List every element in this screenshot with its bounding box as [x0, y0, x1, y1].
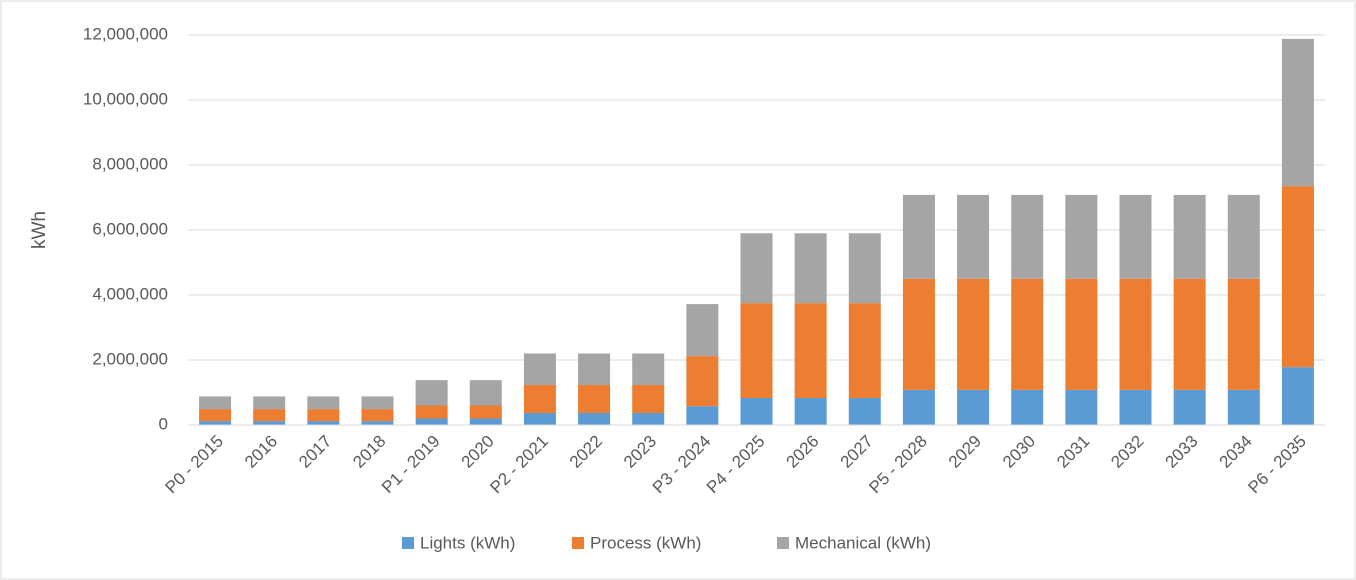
bar-segment [686, 356, 719, 407]
bar-segment [1011, 389, 1044, 425]
bar-segment [1281, 367, 1314, 425]
bar-segment [523, 353, 556, 386]
bar-segment [1011, 194, 1044, 279]
bar-segment [1119, 194, 1152, 279]
bar-segment [307, 396, 340, 410]
bar-segment [415, 418, 448, 425]
bar-segment [1119, 278, 1152, 390]
bar-segment [1281, 38, 1314, 187]
bar-segment [1173, 389, 1206, 425]
bar-segment [848, 303, 881, 399]
y-tick-label: 8,000,000 [92, 154, 168, 173]
bar-segment [199, 409, 232, 422]
bar-segment [794, 398, 827, 425]
bar-segment [361, 421, 394, 425]
bar-segment [578, 353, 611, 386]
bar-segment [1173, 194, 1206, 279]
legend-label: Process (kWh) [590, 533, 701, 552]
bar-segment [253, 409, 286, 422]
bar-segment [740, 303, 773, 399]
bar-segment [361, 396, 394, 410]
bar-segment [307, 421, 340, 425]
bar-segment [848, 398, 881, 425]
bar-segment [1119, 389, 1152, 425]
bar-segment [523, 385, 556, 413]
bar-segment [1065, 389, 1098, 425]
bar-segment [957, 389, 990, 425]
bar-segment [1281, 186, 1314, 368]
bar-segment [415, 380, 448, 406]
bar-segment [415, 405, 448, 419]
bar-segment [1011, 278, 1044, 390]
bar-segment [1227, 278, 1260, 390]
legend-swatch [402, 537, 414, 549]
bar-segment [1173, 278, 1206, 390]
bar-segment [253, 396, 286, 410]
y-axis-title: kWh [29, 211, 50, 249]
bar-segment [794, 303, 827, 399]
bar-segment [794, 233, 827, 304]
bar-segment [361, 409, 394, 422]
bar-segment [253, 421, 286, 425]
bar-segment [957, 278, 990, 390]
bar-segment [578, 412, 611, 425]
y-tick-label: 12,000,000 [83, 24, 168, 43]
bar-segment [686, 304, 719, 357]
bar-segment [632, 353, 665, 386]
bar-segment [902, 278, 935, 390]
legend-swatch [572, 537, 584, 549]
bar-segment [199, 421, 232, 425]
legend-label: Lights (kWh) [420, 533, 515, 552]
bar-segment [740, 398, 773, 425]
bar-segment [902, 194, 935, 279]
bar-segment [632, 412, 665, 425]
bar-segment [1227, 389, 1260, 425]
bar-segment [469, 418, 502, 425]
legend-swatch [777, 537, 789, 549]
bar-segment [523, 412, 556, 425]
y-tick-label: 4,000,000 [92, 284, 168, 303]
bar-segment [199, 396, 232, 410]
bar-segment [578, 385, 611, 413]
bar-segment [1065, 194, 1098, 279]
bar-segment [686, 406, 719, 425]
bar-segment [848, 233, 881, 304]
bar-segment [307, 409, 340, 422]
bar-segment [469, 380, 502, 406]
bar-segment [632, 385, 665, 413]
bar-segment [1065, 278, 1098, 390]
legend-label: Mechanical (kWh) [795, 533, 931, 552]
bar-segment [740, 233, 773, 304]
bar-segment [957, 194, 990, 279]
bar-segment [469, 405, 502, 419]
y-tick-label: 2,000,000 [92, 349, 168, 368]
bar-segment [902, 389, 935, 425]
y-tick-label: 10,000,000 [83, 89, 168, 108]
bar-segment [1227, 194, 1260, 279]
y-tick-label: 6,000,000 [92, 219, 168, 238]
y-tick-label: 0 [159, 414, 168, 433]
